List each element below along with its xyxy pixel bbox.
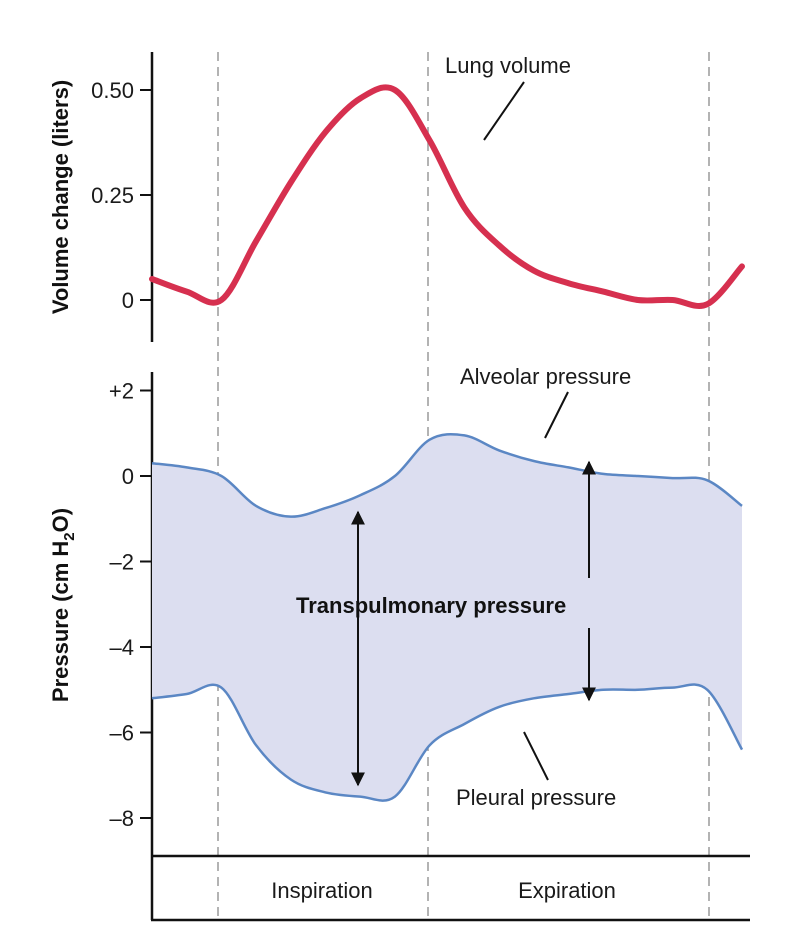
volume-tick-label: 0.25 <box>91 183 134 208</box>
pressure-tick-label: –8 <box>110 806 134 831</box>
pleural-pressure-line <box>151 683 744 802</box>
phase-inspiration-label: Inspiration <box>271 878 373 903</box>
volume-ticks: 0.50 0.25 0 <box>91 78 152 313</box>
alveolar-pressure-label: Alveolar pressure <box>460 364 631 389</box>
pressure-tick-label: –6 <box>110 721 134 746</box>
pleural-pressure-label: Pleural pressure <box>456 785 616 810</box>
alveolar-pressure-line <box>151 432 743 518</box>
pressure-tick-label: –4 <box>110 635 134 660</box>
pressure-tick-label: –2 <box>110 550 134 575</box>
lung-volume-label: Lung volume <box>445 53 571 78</box>
pressure-tick-label: 0 <box>122 464 134 489</box>
pressure-ticks: +2 0 –2 –4 –6 –8 <box>109 379 152 831</box>
pressure-axis-label: Pressure (cm H2O) <box>48 508 78 702</box>
alveolar-leader <box>544 391 569 439</box>
phase-expiration-label: Expiration <box>518 878 616 903</box>
transpulmonary-label: Transpulmonary pressure <box>296 593 566 618</box>
lung-volume-leader <box>483 81 525 141</box>
volume-axis-label: Volume change (liters) <box>48 80 73 314</box>
lung-volume-line <box>149 84 745 309</box>
pleural-leader <box>523 731 549 781</box>
volume-tick-label: 0 <box>122 288 134 313</box>
volume-tick-label: 0.50 <box>91 78 134 103</box>
pressure-tick-label: +2 <box>109 379 134 404</box>
transpulmonary-area <box>152 434 742 801</box>
